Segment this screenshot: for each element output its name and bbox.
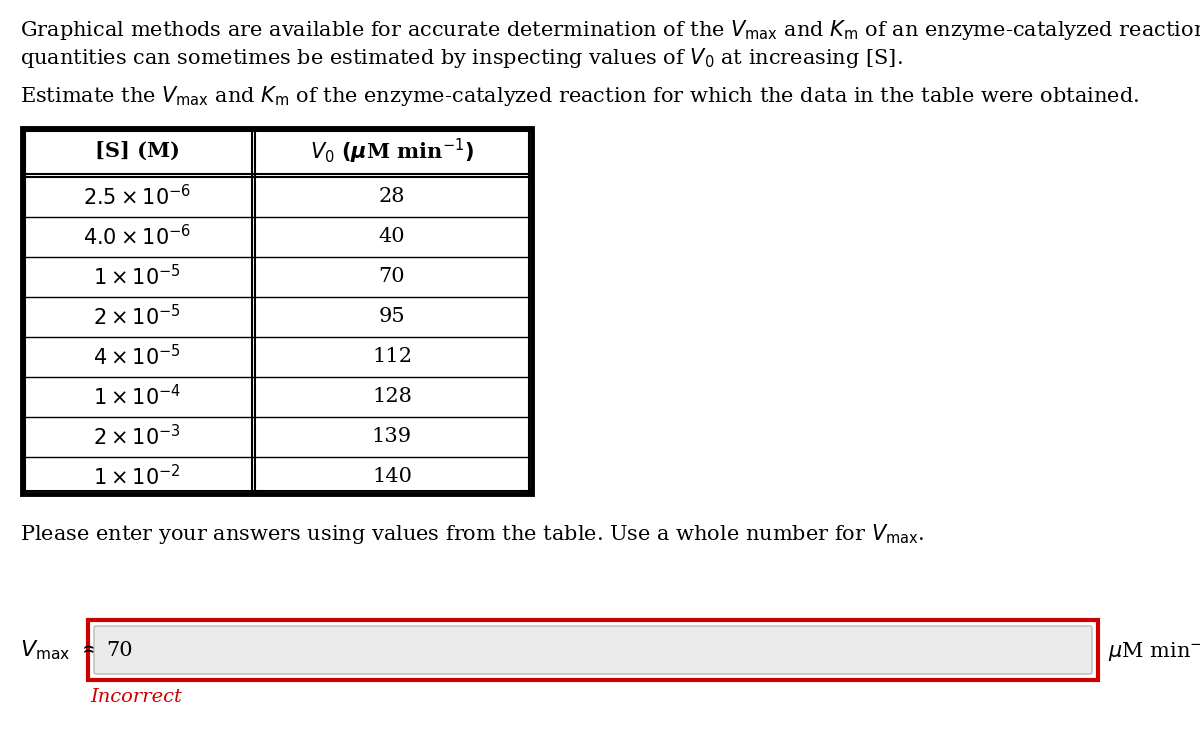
Text: $2.5 \times 10^{-6}$: $2.5 \times 10^{-6}$ (83, 184, 191, 210)
Text: [S] (M): [S] (M) (95, 141, 180, 161)
Text: $1 \times 10^{-5}$: $1 \times 10^{-5}$ (94, 264, 181, 289)
Text: 28: 28 (379, 187, 406, 207)
Text: Please enter your answers using values from the table. Use a whole number for $V: Please enter your answers using values f… (20, 522, 925, 546)
Text: Incorrect: Incorrect (90, 688, 182, 706)
Text: 139: 139 (372, 427, 412, 447)
Text: 40: 40 (379, 228, 406, 246)
Text: $4 \times 10^{-5}$: $4 \times 10^{-5}$ (94, 345, 181, 369)
Text: 128: 128 (372, 387, 412, 407)
Text: $1 \times 10^{-4}$: $1 \times 10^{-4}$ (92, 384, 181, 410)
Text: $V_{\mathrm{max}}$ $\approx$: $V_{\mathrm{max}}$ $\approx$ (20, 638, 100, 662)
Text: $2 \times 10^{-5}$: $2 \times 10^{-5}$ (94, 304, 181, 330)
Text: 70: 70 (106, 641, 133, 659)
Text: $\boldsymbol{V_0}$ $\boldsymbol{(\mu}$M min$\boldsymbol{^{-1})}$: $\boldsymbol{V_0}$ $\boldsymbol{(\mu}$M … (310, 137, 474, 166)
Bar (22, 128, 532, 494)
Text: $4.0 \times 10^{-6}$: $4.0 \times 10^{-6}$ (83, 225, 191, 250)
Text: Graphical methods are available for accurate determination of the $V_{\mathrm{ma: Graphical methods are available for accu… (20, 18, 1200, 42)
Text: 70: 70 (379, 268, 406, 286)
Text: $\mu$M min$^{-1}$: $\mu$M min$^{-1}$ (1108, 636, 1200, 665)
FancyBboxPatch shape (94, 626, 1092, 674)
Text: $2 \times 10^{-3}$: $2 \times 10^{-3}$ (94, 424, 181, 450)
Text: 95: 95 (379, 307, 406, 327)
Text: 112: 112 (372, 348, 412, 366)
Text: Estimate the $V_{\mathrm{max}}$ and $K_{\mathrm{m}}$ of the enzyme-catalyzed rea: Estimate the $V_{\mathrm{max}}$ and $K_{… (20, 84, 1139, 108)
Text: $1 \times 10^{-2}$: $1 \times 10^{-2}$ (94, 465, 181, 489)
Text: 140: 140 (372, 468, 412, 486)
Text: quantities can sometimes be estimated by inspecting values of $V_0$ at increasin: quantities can sometimes be estimated by… (20, 46, 902, 70)
Bar (88, 620, 1098, 680)
